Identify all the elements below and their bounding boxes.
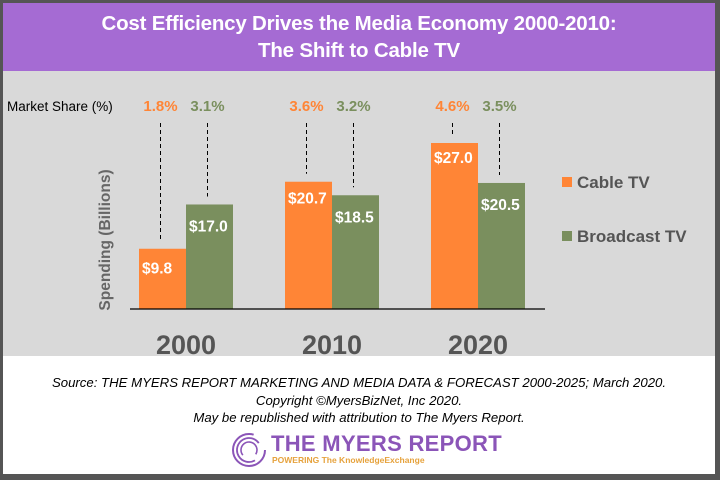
- chart-area: Market Share (%) Spending (Billions) $9.…: [3, 71, 715, 356]
- source-note: Source: THE MYERS REPORT MARKETING AND M…: [51, 375, 667, 390]
- bar-chart: Market Share (%) Spending (Billions) $9.…: [7, 98, 687, 356]
- chart-title-line1: Cost Efficiency Drives the Media Economy…: [101, 12, 617, 35]
- market-share-label-cable-tv-2010: 3.6%: [289, 98, 323, 115]
- x-tick-label-2010: 2010: [302, 330, 362, 356]
- bar-group-2000: $9.8 1.8% $17.0 3.1% 2000: [139, 98, 233, 356]
- bar-group-2010: $20.7 3.6% $18.5 3.2% 2010: [285, 98, 379, 356]
- logo-tagline: POWERING The KnowledgeExchange: [272, 455, 425, 465]
- bar-value-label-broadcast-tv-2020: $20.5: [481, 197, 520, 214]
- legend-label-broadcast-tv: Broadcast TV: [577, 227, 687, 246]
- market-share-label-cable-tv-2000: 1.8%: [143, 98, 177, 115]
- footer: Source: THE MYERS REPORT MARKETING AND M…: [3, 356, 715, 474]
- bar-broadcast-tv-2020: [478, 182, 525, 309]
- legend: Cable TV Broadcast TV: [562, 173, 687, 246]
- y-axis-title: Spending (Billions): [97, 169, 114, 310]
- bar-group-2020: $27.0 4.6% $20.5 3.5% 2020: [431, 98, 525, 356]
- bar-value-label-broadcast-tv-2010: $18.5: [335, 209, 374, 226]
- bar-cable-tv-2020: [431, 143, 478, 309]
- legend-swatch-cable-tv: [562, 177, 572, 187]
- concentric-circles-logo-icon: [232, 433, 266, 467]
- attribution-note: May be republished with attribution to T…: [193, 410, 525, 425]
- x-tick-label-2000: 2000: [156, 330, 216, 356]
- infographic-frame: Cost Efficiency Drives the Media Economy…: [3, 3, 715, 474]
- market-share-label-broadcast-tv-2020: 3.5%: [482, 98, 516, 115]
- myers-report-logo: THE MYERS REPORT POWERING The KnowledgeE…: [231, 431, 502, 468]
- x-tick-label-2020: 2020: [448, 330, 508, 356]
- chart-title-line2: The Shift to Cable TV: [258, 39, 460, 62]
- market-share-title: Market Share (%): [7, 99, 113, 114]
- bar-cable-tv-2010: [285, 181, 332, 309]
- bar-value-label-cable-tv-2020: $27.0: [434, 150, 473, 167]
- bar-broadcast-tv-2010: [332, 195, 379, 309]
- bar-broadcast-tv-2000: [186, 204, 233, 309]
- bar-value-label-broadcast-tv-2000: $17.0: [189, 218, 228, 235]
- bar-cable-tv-2000: [139, 248, 186, 309]
- market-share-label-cable-tv-2020: 4.6%: [435, 98, 469, 115]
- copyright-note: Copyright ©MyersBizNet, Inc 2020.: [255, 392, 463, 408]
- legend-label-cable-tv: Cable TV: [577, 173, 650, 192]
- chart-header: Cost Efficiency Drives the Media Economy…: [3, 3, 715, 71]
- market-share-label-broadcast-tv-2000: 3.1%: [190, 98, 224, 115]
- legend-swatch-broadcast-tv: [562, 231, 572, 241]
- market-share-label-broadcast-tv-2010: 3.2%: [336, 98, 370, 115]
- bar-value-label-cable-tv-2010: $20.7: [288, 191, 327, 208]
- bar-value-label-cable-tv-2000: $9.8: [142, 261, 173, 278]
- logo-title: THE MYERS REPORT: [271, 431, 502, 456]
